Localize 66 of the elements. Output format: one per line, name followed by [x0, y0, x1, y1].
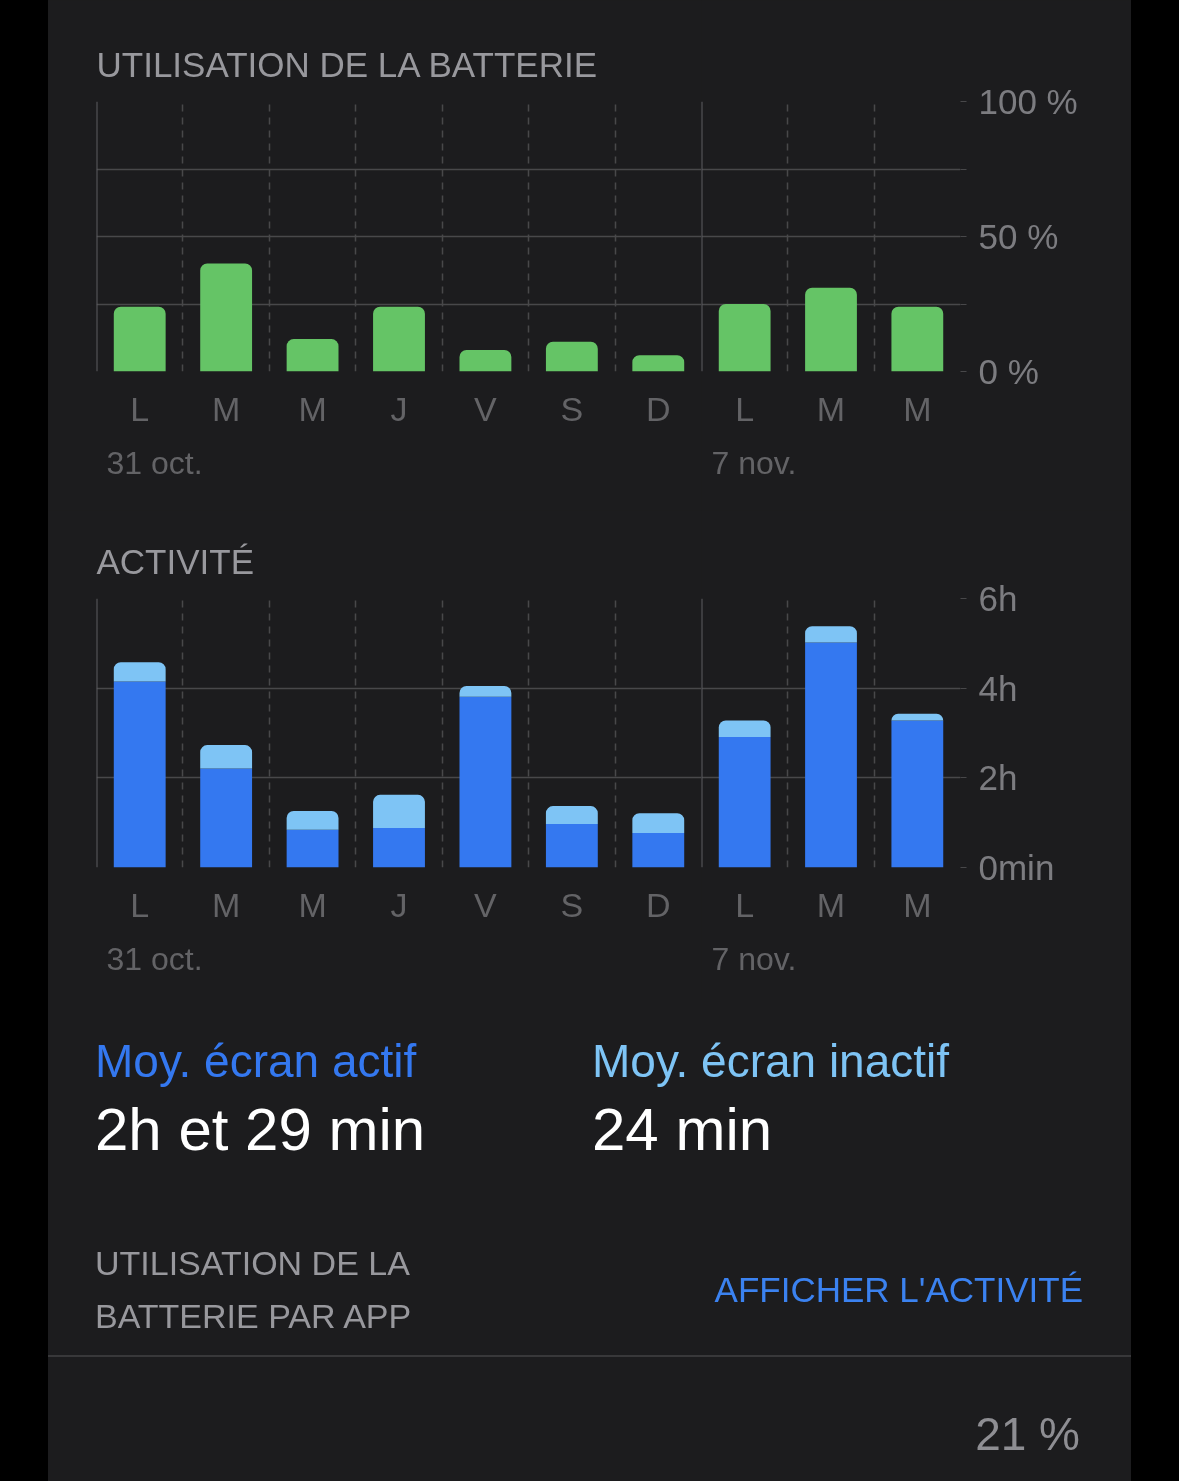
y-tick-label: 0min [978, 848, 1055, 887]
text: 21 % [975, 1408, 1080, 1460]
bar [200, 745, 253, 769]
bar [632, 832, 685, 868]
bar [459, 685, 512, 697]
x-tick-label: L [735, 885, 755, 924]
x-tick-label: L [735, 389, 755, 428]
bar [545, 824, 598, 868]
bar [805, 642, 857, 868]
bar [545, 341, 598, 372]
text: 2h et 29 min [95, 1096, 426, 1163]
x-tick-label: S [560, 389, 584, 428]
bar [632, 355, 685, 372]
bar [373, 306, 425, 372]
bar [718, 720, 771, 738]
y-tick-label: 6h [978, 579, 1018, 618]
x-tick-label: S [560, 885, 584, 924]
y-tick-label: 2h [978, 758, 1018, 798]
x-axis-title: 7 nov. [711, 940, 797, 977]
y-tick-label: 4h [978, 668, 1018, 708]
x-axis-title: 31 oct. [106, 940, 203, 977]
y-tick-label: 100 % [978, 82, 1078, 121]
x-tick-label: M [816, 885, 846, 924]
x-tick-label: J [390, 885, 408, 924]
text: Moy. écran actif [95, 1035, 417, 1087]
x-tick-label: L [130, 389, 150, 428]
x-tick-label: M [211, 389, 241, 428]
x-tick-label: M [298, 389, 327, 428]
x-axis-title: 7 nov. [711, 444, 797, 481]
bar [891, 720, 944, 868]
x-axis-title: 31 oct. [106, 444, 203, 481]
text: Moy. écran inactif [592, 1035, 950, 1087]
bar [113, 662, 166, 682]
bar [286, 829, 339, 868]
x-tick-label: D [646, 885, 671, 924]
text: 24 min [592, 1096, 773, 1163]
chart-title: ACTIVITÉ [96, 541, 255, 581]
x-tick-label: L [130, 885, 150, 924]
x-tick-label: D [646, 389, 671, 428]
bar [632, 813, 685, 833]
bar [113, 306, 166, 372]
bar [718, 737, 771, 868]
x-tick-label: M [816, 389, 846, 428]
bar [200, 263, 253, 372]
x-tick-label: V [474, 389, 498, 428]
bar [286, 339, 339, 372]
text: UTILISATION DE LA BATTERIE PAR APP [95, 1243, 413, 1337]
text: AFFICHER L'ACTIVITÉ [714, 1270, 1083, 1310]
y-tick-label: 0 % [978, 352, 1039, 391]
bar [373, 794, 425, 829]
y-tick-label: 50 % [978, 217, 1059, 256]
x-tick-label: J [390, 389, 408, 428]
x-tick-label: M [903, 885, 932, 924]
bar [286, 811, 339, 830]
x-tick-label: M [903, 389, 932, 428]
chart-title: UTILISATION DE LA BATTERIE [96, 44, 597, 84]
x-tick-label: M [298, 885, 327, 924]
bar [459, 349, 512, 372]
bar [459, 696, 512, 868]
bar [200, 768, 253, 868]
x-tick-label: M [211, 885, 241, 924]
bar [373, 828, 425, 868]
bar [113, 681, 166, 868]
x-tick-label: V [474, 885, 498, 924]
bar [805, 626, 857, 643]
bar [545, 806, 598, 825]
